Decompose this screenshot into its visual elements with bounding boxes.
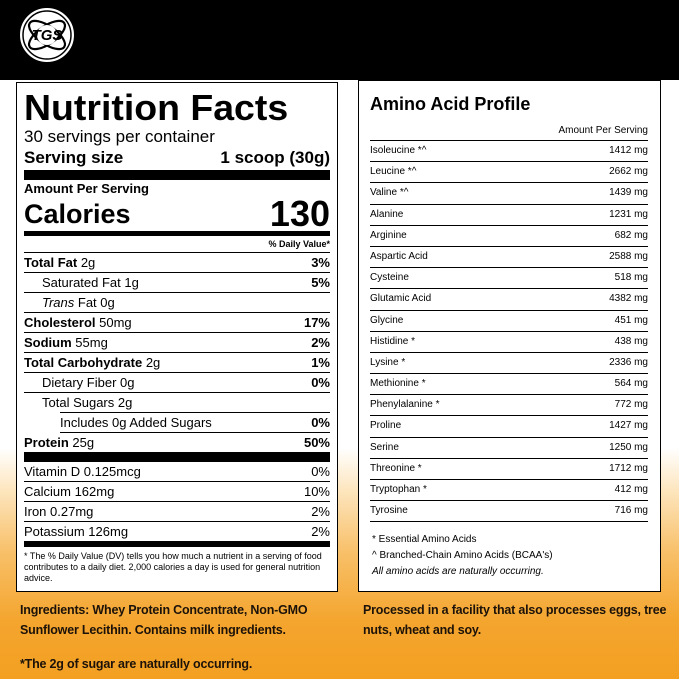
amino-value: 564 mg (614, 378, 648, 390)
nutrient-row: Total Carbohydrate 2g 1% (24, 353, 330, 373)
natural-note: All amino acids are naturally occurring. (372, 566, 544, 578)
facility-text: Processed in a facility that also proces… (363, 603, 667, 637)
divider-thick (24, 452, 330, 462)
nutrient-row: Sodium 55mg 2% (24, 333, 330, 353)
nutrient-row: Total Sugars 2g (42, 395, 133, 410)
amino-value: 1250 mg (609, 441, 648, 453)
amino-name: Tyrosine (370, 505, 408, 517)
header-band (0, 0, 679, 80)
amino-row: Serine 1250 mg (370, 438, 648, 459)
amino-value: 716 mg (614, 505, 648, 517)
amino-table: Isoleucine *^ 1412 mg Leucine *^ 2662 mg Val… (370, 141, 648, 523)
amino-row: Tyrosine 716 mg (370, 501, 648, 523)
amino-row: Methionine * 564 mg (370, 374, 648, 396)
amino-name: Isoleucine *^ (370, 145, 427, 156)
amino-row: Phenylalanine * 772 mg (370, 395, 648, 417)
amino-name: Threonine * (370, 462, 422, 474)
amino-name: Methionine * (370, 378, 426, 390)
atom-orbit-icon (22, 10, 72, 60)
nutrient-row: Total Fat 2g 3% (24, 253, 330, 273)
logo-text: TGS (31, 27, 63, 44)
amino-value: 2662 mg (609, 166, 648, 178)
amino-row: Tryptophan * 412 mg (370, 480, 648, 502)
vitamin-row: Iron 0.27mg 2% (24, 502, 330, 522)
vitamin-row: Vitamin D 0.125mcg 0% (24, 462, 330, 482)
amino-value: 438 mg (614, 335, 648, 347)
nutrient-row: Protein 25g 50% (24, 435, 330, 450)
amino-value: 518 mg (614, 272, 648, 284)
amino-acid-panel: Amino Acid Profile Amount Per Serving Is… (358, 80, 661, 592)
amino-name: Leucine *^ (370, 166, 417, 178)
amino-value: 1412 mg (609, 145, 648, 156)
amino-name: Histidine * (370, 335, 416, 347)
amino-row: Alanine 1231 mg (370, 205, 648, 226)
nutrient-row: Cholesterol 50mg 17% (24, 313, 330, 333)
amino-name: Valine *^ (370, 187, 409, 199)
amino-row: Glycine 451 mg (370, 311, 648, 332)
amino-title: Amino Acid Profile (370, 94, 531, 114)
amino-name: Glycine (370, 314, 404, 326)
vitamin-row: Potassium 126mg 2% (24, 522, 330, 542)
amino-row: Cysteine 518 mg (370, 268, 648, 290)
amino-value: 1712 mg (609, 462, 648, 474)
amino-value: 4382 mg (609, 293, 648, 305)
calories-label: Calories (24, 199, 131, 229)
amino-row: Valine *^ 1439 mg (370, 183, 648, 205)
ingredients-text: Ingredients: Whey Protein Concentrate, N… (20, 603, 308, 637)
serving-size-value: 1 scoop (30g) (220, 148, 330, 167)
amino-name: Proline (370, 420, 402, 432)
amino-row: Histidine * 438 mg (370, 332, 648, 353)
amino-value: 1439 mg (609, 187, 648, 199)
amino-value: 1427 mg (609, 420, 648, 432)
amino-row: Proline 1427 mg (370, 416, 648, 438)
amino-row: Lysine * 2336 mg (370, 353, 648, 375)
serving-size-label: Serving size (24, 148, 124, 167)
nutrient-row: Trans Fat 0g (24, 293, 330, 313)
nutrient-row: Saturated Fat 1g 5% (24, 273, 330, 293)
daily-value-header: % Daily Value* (24, 237, 330, 253)
amount-per-serving: Amount Per Serving (24, 181, 149, 196)
nutrient-row: Dietary Fiber 0g 0% (24, 373, 330, 393)
amino-value: 682 mg (614, 229, 648, 241)
amino-value: 772 mg (614, 399, 648, 411)
amino-name: Lysine * (370, 356, 406, 368)
bcaa-note: ^ Branched-Chain Amino Acids (BCAA's) (372, 550, 553, 562)
amino-name: Alanine (370, 208, 404, 220)
amino-row: Leucine *^ 2662 mg (370, 162, 648, 184)
amino-row: Glutamic Acid 4382 mg (370, 289, 648, 311)
amino-name: Glutamic Acid (370, 293, 432, 305)
brand-logo: TGS (20, 8, 74, 62)
amino-value: 412 mg (614, 484, 648, 495)
nutrition-title: Nutrition Facts (24, 87, 289, 128)
serving-size-row: Serving size 1 scoop (30g) (24, 147, 330, 168)
divider-thick (24, 170, 330, 180)
amino-row: Isoleucine *^ 1412 mg (370, 141, 648, 163)
amino-value: 2588 mg (609, 250, 648, 262)
amino-notes: * Essential Amino Acids ^ Branched-Chain… (370, 533, 648, 578)
divider-medium (24, 542, 330, 547)
nutrient-row: Includes 0g Added Sugars 0% (60, 412, 330, 433)
daily-value-footnote: * The % Daily Value (DV) tells you how m… (24, 551, 322, 583)
amino-value: 2336 mg (609, 356, 648, 368)
divider-medium (24, 231, 330, 236)
amount-per-serving-header: Amount Per Serving (370, 125, 648, 141)
amino-name: Arginine (370, 229, 407, 241)
nutrition-facts-panel: Nutrition Facts 30 servings per containe… (16, 82, 338, 592)
amino-row: Aspartic Acid 2588 mg (370, 247, 648, 269)
amino-value: 1231 mg (609, 208, 648, 220)
amino-name: Tryptophan * (370, 484, 427, 495)
amino-row: Arginine 682 mg (370, 226, 648, 247)
amino-value: 451 mg (614, 314, 648, 326)
amino-name: Cysteine (370, 272, 409, 284)
amino-name: Phenylalanine * (370, 399, 440, 411)
amino-name: Serine (370, 441, 399, 453)
vitamin-row: Calcium 162mg 10% (24, 482, 330, 502)
sugar-note: *The 2g of sugar are naturally occurring… (20, 657, 253, 671)
amino-name: Aspartic Acid (370, 250, 428, 262)
essential-note: * Essential Amino Acids (372, 534, 477, 546)
amino-row: Threonine * 1712 mg (370, 459, 648, 480)
calories-value: 130 (269, 193, 330, 234)
servings-per-container: 30 servings per container (24, 127, 215, 146)
calories-row: Calories 130 (24, 193, 330, 234)
